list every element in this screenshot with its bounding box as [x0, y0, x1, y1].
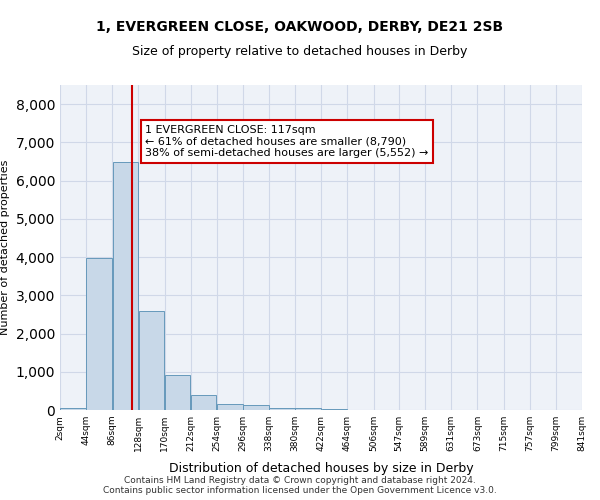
Text: Size of property relative to detached houses in Derby: Size of property relative to detached ho…: [133, 45, 467, 58]
Bar: [86, 258, 112, 410]
X-axis label: Distribution of detached houses by size in Derby: Distribution of detached houses by size …: [169, 462, 473, 475]
Bar: [322, 409, 347, 410]
Bar: [269, 408, 295, 410]
Bar: [191, 395, 217, 410]
Bar: [295, 408, 321, 410]
Bar: [165, 375, 190, 410]
Text: 1, EVERGREEN CLOSE, OAKWOOD, DERBY, DE21 2SB: 1, EVERGREEN CLOSE, OAKWOOD, DERBY, DE21…: [97, 20, 503, 34]
Y-axis label: Number of detached properties: Number of detached properties: [0, 160, 10, 335]
Text: Contains HM Land Registry data © Crown copyright and database right 2024.
Contai: Contains HM Land Registry data © Crown c…: [103, 476, 497, 495]
Bar: [139, 312, 164, 410]
Bar: [217, 404, 242, 410]
Text: 1 EVERGREEN CLOSE: 117sqm
← 61% of detached houses are smaller (8,790)
38% of se: 1 EVERGREEN CLOSE: 117sqm ← 61% of detac…: [145, 125, 429, 158]
Bar: [113, 162, 138, 410]
Bar: [61, 408, 86, 410]
Bar: [243, 406, 269, 410]
